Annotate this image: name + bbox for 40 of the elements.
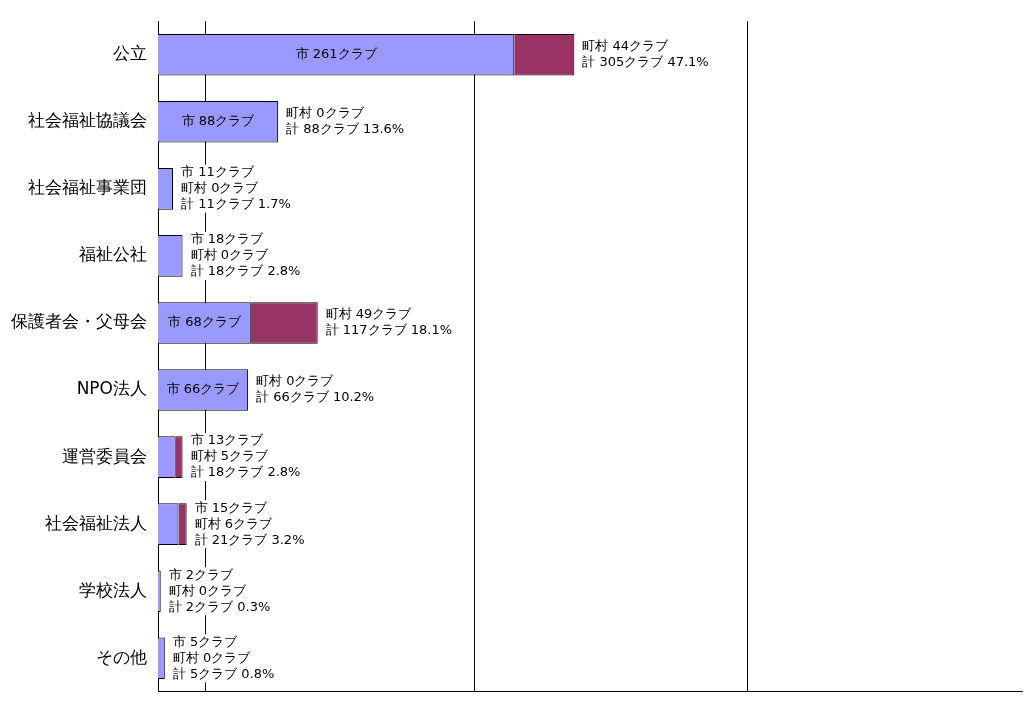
y-tick-label: 学校法人 bbox=[79, 579, 147, 600]
data-label: 市 11クラブ bbox=[181, 164, 255, 180]
total-label: 計 66クラブ 10.2% bbox=[256, 389, 375, 405]
total-label: 計 21クラブ 3.2% bbox=[194, 531, 305, 547]
total-label: 計 18クラブ 2.8% bbox=[190, 263, 301, 279]
total-label: 計 11クラブ 1.7% bbox=[181, 196, 291, 212]
y-tick-label: 福祉公社 bbox=[79, 244, 147, 265]
data-label: 市 13クラブ bbox=[190, 432, 265, 448]
y-tick-label: 公立 bbox=[113, 43, 147, 64]
data-label: 町村 0クラブ bbox=[172, 649, 252, 665]
data-label: 町村 0クラブ bbox=[256, 373, 335, 389]
total-label: 計 5クラブ 0.8% bbox=[172, 665, 275, 681]
y-tick-label: その他 bbox=[96, 646, 147, 667]
data-label: 市 5クラブ bbox=[172, 633, 239, 649]
y-tick-label: 社会福祉法人 bbox=[45, 512, 147, 533]
y-tick-label: 運営委員会 bbox=[62, 445, 147, 466]
data-label: 町村 0クラブ bbox=[190, 247, 269, 263]
data-label: 市 88クラブ bbox=[181, 113, 256, 129]
data-label: 町村 0クラブ bbox=[168, 582, 248, 598]
data-label: 町村 0クラブ bbox=[286, 105, 365, 121]
data-label: 市 2クラブ bbox=[168, 566, 235, 582]
data-label: 市 68クラブ bbox=[168, 314, 242, 330]
total-label: 計 88クラブ 13.6% bbox=[286, 121, 405, 137]
data-label: 町村 49クラブ bbox=[325, 306, 413, 322]
data-label: 町村 5クラブ bbox=[190, 448, 269, 464]
y-tick-label: 社会福祉事業団 bbox=[28, 177, 147, 198]
data-label: 市 18クラブ bbox=[190, 231, 265, 247]
data-label: 市 15クラブ bbox=[194, 499, 269, 515]
total-label: 計 2クラブ 0.3% bbox=[168, 598, 271, 614]
data-label: 町村 0クラブ bbox=[181, 180, 260, 196]
y-tick-label: 社会福祉協議会 bbox=[28, 110, 147, 131]
y-tick-label: NPO法人 bbox=[76, 378, 147, 399]
total-label: 計 305クラブ 47.1% bbox=[582, 54, 709, 70]
data-label: 町村 6クラブ bbox=[194, 515, 274, 531]
data-label: 町村 44クラブ bbox=[582, 38, 669, 54]
y-tick-label: 保護者会・父母会 bbox=[11, 311, 147, 332]
total-label: 計 18クラブ 2.8% bbox=[190, 464, 301, 480]
data-label: 市 261クラブ bbox=[295, 46, 378, 62]
total-label: 計 117クラブ 18.1% bbox=[325, 322, 453, 338]
data-label: 市 66クラブ bbox=[166, 381, 241, 397]
